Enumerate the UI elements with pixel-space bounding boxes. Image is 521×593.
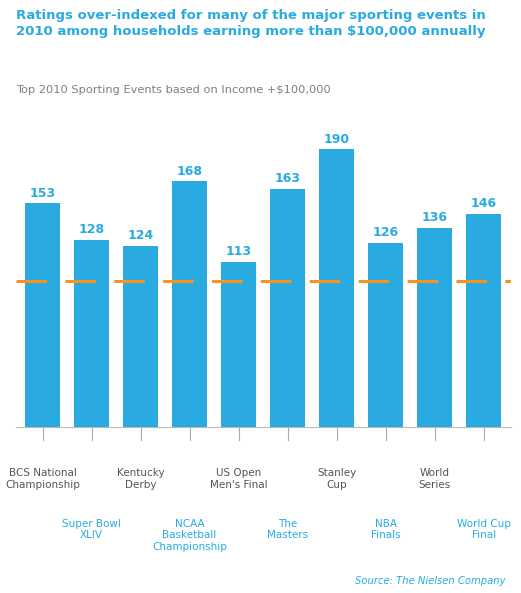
Bar (123, 246, 158, 427)
Text: 153: 153 (30, 187, 56, 200)
Text: 190: 190 (324, 133, 350, 145)
Bar (466, 213, 501, 427)
Bar (75, 240, 109, 427)
Text: 168: 168 (177, 165, 203, 178)
Bar (26, 203, 60, 427)
Text: 136: 136 (421, 212, 448, 225)
Text: 128: 128 (79, 223, 105, 236)
Text: BCS National
Championship: BCS National Championship (5, 468, 80, 490)
Text: Super Bowl
XLIV: Super Bowl XLIV (62, 519, 121, 540)
Bar (221, 262, 256, 427)
Bar (368, 243, 403, 427)
Text: NBA
Finals: NBA Finals (371, 519, 401, 540)
Text: Ratings over-indexed for many of the major sporting events in
2010 among househo: Ratings over-indexed for many of the maj… (16, 9, 486, 39)
Text: 146: 146 (470, 197, 497, 210)
Text: NCAA
Basketball
Championship: NCAA Basketball Championship (152, 519, 227, 552)
Bar (319, 149, 354, 427)
Text: Kentucky
Derby: Kentucky Derby (117, 468, 165, 490)
Text: Stanley
Cup: Stanley Cup (317, 468, 356, 490)
Text: World
Series: World Series (418, 468, 451, 490)
Bar (172, 181, 207, 427)
Text: 163: 163 (275, 172, 301, 185)
Text: 124: 124 (128, 229, 154, 242)
Text: 113: 113 (226, 245, 252, 258)
Text: World Cup
Final: World Cup Final (457, 519, 511, 540)
Text: 126: 126 (373, 226, 399, 239)
Text: The
Masters: The Masters (267, 519, 308, 540)
Text: Top 2010 Sporting Events based on Income +$100,000: Top 2010 Sporting Events based on Income… (16, 85, 330, 95)
Bar (270, 189, 305, 427)
Text: Source: The Nielsen Company: Source: The Nielsen Company (355, 576, 505, 586)
Bar (417, 228, 452, 427)
Text: US Open
Men's Final: US Open Men's Final (210, 468, 267, 490)
